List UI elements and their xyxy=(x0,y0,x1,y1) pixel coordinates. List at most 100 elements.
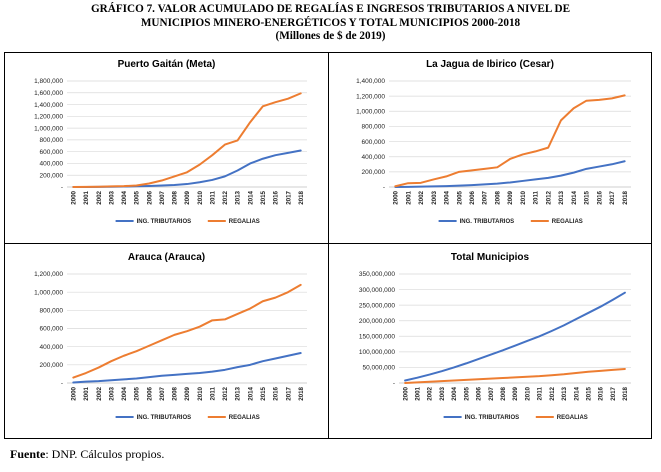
figure-title: GRÁFICO 7. VALOR ACUMULADO DE REGALÍAS E… xyxy=(0,3,661,44)
x-tick-label: 2002 xyxy=(96,386,103,400)
series-line-ing-tributarios xyxy=(72,149,302,188)
x-tick-label: 2013 xyxy=(558,190,565,204)
x-tick-label: 2005 xyxy=(134,386,141,400)
y-tick-label: 1,400,000 xyxy=(356,78,385,85)
x-tick-label: 2002 xyxy=(427,386,434,400)
panel-divider-horizontal xyxy=(5,243,651,244)
series-line-ing-tributarios xyxy=(72,352,302,384)
y-tick-label: 1,200,000 xyxy=(356,93,385,100)
y-tick-label: 600,000 xyxy=(40,326,64,333)
x-tick-label: 2008 xyxy=(172,386,179,400)
x-tick-label: 2009 xyxy=(512,386,519,400)
x-tick-label: 2005 xyxy=(463,386,470,400)
x-tick-label: 2017 xyxy=(610,386,617,400)
legend-label: ING. TRIBUTARIOS xyxy=(460,219,515,225)
y-tick-label: - xyxy=(61,380,63,387)
x-tick-label: 2017 xyxy=(285,386,292,400)
y-tick-label: 150,000,000 xyxy=(359,333,396,340)
x-tick-label: 2001 xyxy=(83,386,90,400)
x-tick-label: 2003 xyxy=(108,190,115,204)
figure-title-line-3: (Millones de $ de 2019) xyxy=(275,30,386,42)
source-label: Fuente xyxy=(10,447,46,461)
x-tick-label: 2014 xyxy=(247,190,254,204)
x-tick-label: 2003 xyxy=(108,386,115,400)
chart-la-jagua: La Jagua de Ibirico (Cesar) - 200,000 400,0… xyxy=(356,59,631,225)
x-tick-label: 2008 xyxy=(500,386,507,400)
x-tick-label: 2002 xyxy=(418,190,425,204)
y-tick-label: 1,600,000 xyxy=(34,90,63,97)
x-tick-label: 2011 xyxy=(533,190,540,204)
y-tick-label: 1,200,000 xyxy=(34,114,63,121)
x-tick-label: 2011 xyxy=(209,190,216,204)
y-tick-label: 100,000,000 xyxy=(359,349,396,356)
y-tick-label: 1,200,000 xyxy=(34,271,63,278)
x-tick-label: 2015 xyxy=(585,386,592,400)
x-tick-label: 2004 xyxy=(121,190,128,204)
chart-title: Puerto Gaitán (Meta) xyxy=(118,59,216,70)
x-tick-label: 2016 xyxy=(273,190,280,204)
y-tick-label: 800,000 xyxy=(362,124,386,131)
chart-panel-la-jagua: La Jagua de Ibirico (Cesar) - 200,000 400,0… xyxy=(329,53,651,243)
series-line-ing-tributarios xyxy=(404,291,626,382)
chart-total-municipios: Total Municipios - 50,000,000 100,000,000 15… xyxy=(359,252,631,421)
x-tick-label: 2000 xyxy=(393,190,400,204)
x-tick-label: 2006 xyxy=(146,386,153,400)
x-tick-label: 2018 xyxy=(298,190,305,204)
chart-panel-puerto-gaitan: Puerto Gaitán (Meta) - 200,000 400,000 600,0… xyxy=(5,53,328,243)
x-tick-label: 2010 xyxy=(197,190,204,204)
legend-label: REGALIAS xyxy=(552,219,583,225)
x-tick-label: 2009 xyxy=(184,190,191,204)
y-tick-label: 200,000 xyxy=(40,362,64,369)
x-tick-label: 2013 xyxy=(235,190,242,204)
chart-arauca: Arauca (Arauca) - 200,000 400,000 600,000 800… xyxy=(34,252,307,421)
y-tick-label: 600,000 xyxy=(362,139,386,146)
y-tick-label: - xyxy=(61,184,63,191)
legend-label: ING. TRIBUTARIOS xyxy=(137,415,192,421)
y-tick-label: 200,000,000 xyxy=(359,318,396,325)
y-tick-label: 1,800,000 xyxy=(34,78,63,85)
x-tick-label: 2006 xyxy=(476,386,483,400)
y-tick-label: 600,000 xyxy=(40,149,64,156)
x-tick-label: 2016 xyxy=(596,190,603,204)
chart-panel-arauca: Arauca (Arauca) - 200,000 400,000 600,000 800… xyxy=(5,244,328,438)
y-tick-label: 200,000 xyxy=(362,169,386,176)
x-tick-label: 2006 xyxy=(146,190,153,204)
x-tick-label: 2013 xyxy=(235,386,242,400)
y-tick-label: 50,000,000 xyxy=(362,365,395,372)
x-tick-label: 2016 xyxy=(598,386,605,400)
x-tick-label: 2012 xyxy=(549,386,556,400)
x-tick-label: 2000 xyxy=(402,386,409,400)
x-tick-label: 2007 xyxy=(488,386,495,400)
x-tick-label: 2001 xyxy=(415,386,422,400)
x-tick-label: 2012 xyxy=(222,386,229,400)
x-tick-label: 2003 xyxy=(431,190,438,204)
x-tick-label: 2007 xyxy=(482,190,489,204)
x-tick-label: 2001 xyxy=(405,190,412,204)
x-tick-label: 2000 xyxy=(71,190,78,204)
chart-title: La Jagua de Ibirico (Cesar) xyxy=(426,59,554,70)
x-tick-label: 2013 xyxy=(561,386,568,400)
series-line-regalias xyxy=(404,367,626,384)
y-tick-label: 400,000 xyxy=(40,344,64,351)
y-tick-label: 800,000 xyxy=(40,137,64,144)
x-tick-label: 2002 xyxy=(96,190,103,204)
x-tick-label: 2015 xyxy=(584,190,591,204)
x-tick-label: 2009 xyxy=(184,386,191,400)
legend-label: REGALIAS xyxy=(229,219,260,225)
x-tick-label: 2016 xyxy=(273,386,280,400)
x-tick-label: 2005 xyxy=(134,190,141,204)
x-tick-label: 2014 xyxy=(573,386,580,400)
source-note: Fuente: DNP. Cálculos propios. xyxy=(10,447,164,462)
figure-title-line-2: MUNICIPIOS MINERO-ENERGÉTICOS Y TOTAL MU… xyxy=(140,16,521,29)
x-tick-label: 2012 xyxy=(222,190,229,204)
source-text: : DNP. Cálculos propios. xyxy=(45,447,165,461)
x-tick-label: 2015 xyxy=(260,190,267,204)
figure-title-line-1: GRÁFICO 7. VALOR ACUMULADO DE REGALÍAS E… xyxy=(90,3,571,15)
x-tick-label: 2018 xyxy=(622,386,629,400)
x-tick-label: 2004 xyxy=(444,190,451,204)
legend-label: REGALIAS xyxy=(557,415,588,421)
x-tick-label: 2008 xyxy=(172,190,179,204)
series-line-ing-tributarios xyxy=(394,160,626,188)
y-tick-label: 400,000 xyxy=(40,161,64,168)
y-tick-label: 400,000 xyxy=(362,154,386,161)
